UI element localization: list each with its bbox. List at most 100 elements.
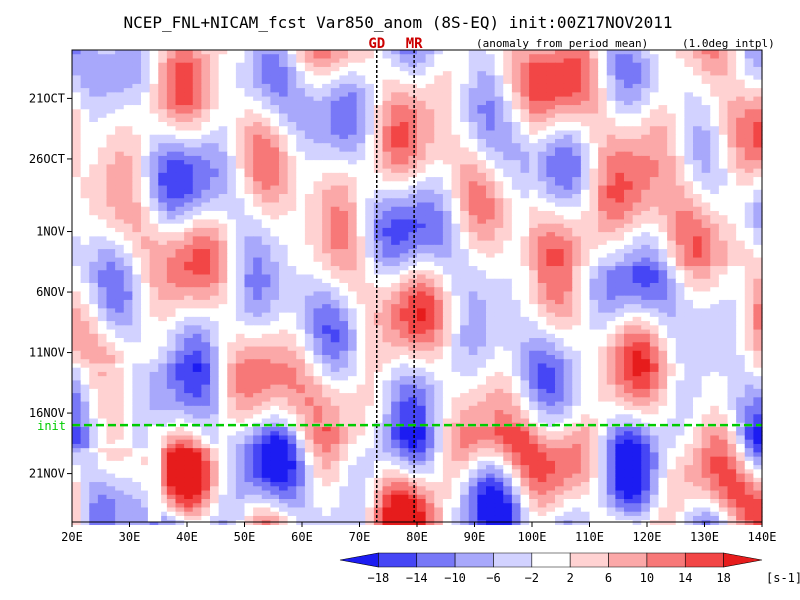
field-cell <box>529 79 539 85</box>
field-cell <box>141 62 151 68</box>
field-cell <box>563 58 573 64</box>
field-cell <box>365 266 375 271</box>
field-cell <box>701 261 711 267</box>
field-cell <box>460 227 470 233</box>
field-cell <box>442 274 453 280</box>
field-cell <box>632 168 642 174</box>
field-cell <box>546 50 556 55</box>
field-cell <box>166 117 177 123</box>
field-cell <box>80 134 90 140</box>
field-cell <box>304 278 315 284</box>
field-cell <box>201 291 211 297</box>
field-cell <box>184 194 194 199</box>
field-cell <box>184 270 194 276</box>
field-cell <box>365 92 375 98</box>
field-cell <box>365 83 375 89</box>
field-cell <box>132 189 142 195</box>
field-cell <box>235 198 246 204</box>
field-cell <box>537 62 547 68</box>
field-cell <box>72 134 82 140</box>
field-cell <box>624 71 634 77</box>
field-cell <box>184 198 194 204</box>
field-cell <box>744 168 754 174</box>
field-cell <box>718 299 729 305</box>
field-cell <box>80 164 90 170</box>
field-cell <box>727 244 737 250</box>
field-cell <box>80 88 90 93</box>
field-cell <box>356 257 366 263</box>
field-cell <box>598 240 608 246</box>
field-cell <box>356 126 366 132</box>
field-cell <box>632 185 642 191</box>
field-cell <box>520 62 530 68</box>
field-cell <box>580 62 591 68</box>
field-cell <box>563 92 573 98</box>
field-cell <box>744 66 754 72</box>
field-cell <box>304 206 315 212</box>
field-cell <box>373 88 384 93</box>
field-cell <box>727 155 737 161</box>
field-cell <box>580 210 591 216</box>
field-cell <box>417 100 427 106</box>
field-cell <box>511 236 522 242</box>
field-cell <box>503 66 513 72</box>
field-cell <box>434 147 444 153</box>
field-cell <box>589 295 599 301</box>
field-cell <box>348 202 358 208</box>
field-cell <box>149 227 159 233</box>
field-cell <box>434 194 444 199</box>
field-cell <box>399 138 409 144</box>
field-cell <box>537 236 547 242</box>
field-cell <box>563 50 573 55</box>
field-cell <box>356 151 366 157</box>
field-cell <box>753 66 763 72</box>
field-cell <box>184 50 194 55</box>
field-cell <box>97 181 108 187</box>
field-cell <box>555 185 565 191</box>
field-cell <box>753 189 763 195</box>
field-cell <box>296 261 306 267</box>
field-cell <box>261 312 271 318</box>
field-cell <box>520 164 530 170</box>
field-cell <box>477 206 487 212</box>
field-cell <box>442 189 453 195</box>
field-cell <box>287 54 297 60</box>
field-cell <box>425 223 435 229</box>
field-cell <box>261 134 271 140</box>
field-cell <box>227 138 237 144</box>
field-cell <box>442 287 453 293</box>
field-cell <box>580 257 591 263</box>
field-cell <box>149 143 159 149</box>
field-cell <box>218 105 228 110</box>
field-cell <box>520 54 530 60</box>
field-cell <box>546 189 556 195</box>
field-cell <box>296 232 306 237</box>
field-cell <box>649 227 660 233</box>
field-cell <box>287 223 297 229</box>
field-cell <box>97 71 108 77</box>
field-cell <box>115 287 125 293</box>
field-cell <box>382 75 392 81</box>
field-cell <box>210 79 220 85</box>
field-cell <box>425 189 435 195</box>
field-cell <box>279 312 289 318</box>
field-cell <box>701 126 711 132</box>
field-cell <box>115 75 125 81</box>
field-cell <box>201 113 211 119</box>
field-cell <box>253 278 263 284</box>
field-cell <box>261 168 271 174</box>
field-cell <box>425 83 435 89</box>
field-cell <box>572 257 582 263</box>
field-cell <box>529 50 539 55</box>
field-cell <box>72 215 82 221</box>
field-cell <box>589 130 599 136</box>
field-cell <box>201 202 211 208</box>
field-cell <box>701 291 711 297</box>
field-cell <box>227 147 237 153</box>
field-cell <box>235 50 246 55</box>
field-cell <box>261 308 271 314</box>
field-cell <box>279 58 289 64</box>
field-cell <box>313 206 323 212</box>
field-cell <box>253 96 263 102</box>
field-cell <box>744 270 754 276</box>
